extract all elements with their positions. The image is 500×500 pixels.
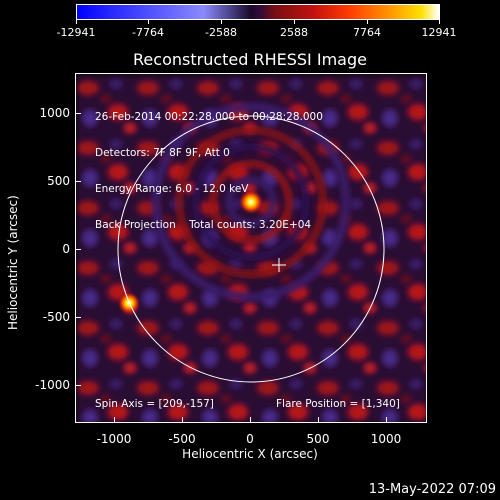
rhessi-image bbox=[76, 74, 426, 422]
colorbar-tick-mark bbox=[148, 19, 149, 24]
info-block: 26-Feb-2014 00:22:28.000 to 00:28:28.000… bbox=[95, 87, 323, 255]
colorbar-tick-label: 7764 bbox=[353, 26, 381, 39]
x-tick bbox=[114, 417, 115, 423]
x-tick bbox=[318, 417, 319, 423]
colorbar bbox=[76, 4, 440, 20]
date-stamp: 13-May-2022 07:09 bbox=[368, 482, 496, 497]
colorbar-tick-label: -12941 bbox=[56, 26, 96, 39]
y-tick-label: 0 bbox=[62, 242, 70, 256]
colorbar-tick-mark bbox=[76, 19, 77, 24]
y-tick bbox=[75, 181, 81, 182]
y-tick bbox=[75, 385, 81, 386]
x-tick bbox=[386, 417, 387, 423]
y-tick bbox=[75, 249, 81, 250]
y-tick-label: -1000 bbox=[35, 378, 70, 392]
colorbar-tick-mark bbox=[367, 19, 368, 24]
colorbar-tick-mark bbox=[294, 19, 295, 24]
colorbar-tick-label: 12941 bbox=[421, 26, 457, 39]
info-line-method: Back Projection Total counts: 3.20E+04 bbox=[95, 219, 312, 231]
x-tick-label: 1000 bbox=[370, 432, 402, 446]
y-tick bbox=[75, 317, 81, 318]
colorbar-tick-label: -7764 bbox=[132, 26, 164, 39]
x-tick-label: -1000 bbox=[96, 432, 132, 446]
info-line-time: 26-Feb-2014 00:22:28.000 to 00:28:28.000 bbox=[95, 111, 323, 123]
colorbar-tick-mark bbox=[439, 19, 440, 24]
info-line-detectors: Detectors: 7F 8F 9F, Att 0 bbox=[95, 147, 230, 159]
colorbar-tick-mark bbox=[221, 19, 222, 24]
y-tick bbox=[75, 113, 81, 114]
x-tick-label: 0 bbox=[246, 432, 254, 446]
y-tick-label: -500 bbox=[42, 310, 70, 324]
image-plot: 26-Feb-2014 00:22:28.000 to 00:28:28.000… bbox=[75, 73, 427, 423]
colorbar-tick-label: -2588 bbox=[205, 26, 237, 39]
flare-position-label: Flare Position = [1,340] bbox=[276, 398, 400, 410]
x-tick bbox=[182, 417, 183, 423]
spin-axis-label: Spin Axis = [209,-157] bbox=[95, 398, 214, 410]
y-axis-title: Heliocentric Y (arcsec) bbox=[6, 195, 20, 330]
x-tick-label: 500 bbox=[306, 432, 330, 446]
x-axis-title: Heliocentric X (arcsec) bbox=[182, 447, 318, 461]
colorbar-tick-label: 2588 bbox=[280, 26, 308, 39]
image-title: Reconstructed RHESSI Image bbox=[133, 50, 367, 69]
x-tick-label: -500 bbox=[168, 432, 196, 446]
y-tick-label: 500 bbox=[47, 174, 70, 188]
y-tick-label: 1000 bbox=[39, 106, 70, 120]
x-tick bbox=[250, 417, 251, 423]
info-line-energy: Energy Range: 6.0 - 12.0 keV bbox=[95, 183, 249, 195]
